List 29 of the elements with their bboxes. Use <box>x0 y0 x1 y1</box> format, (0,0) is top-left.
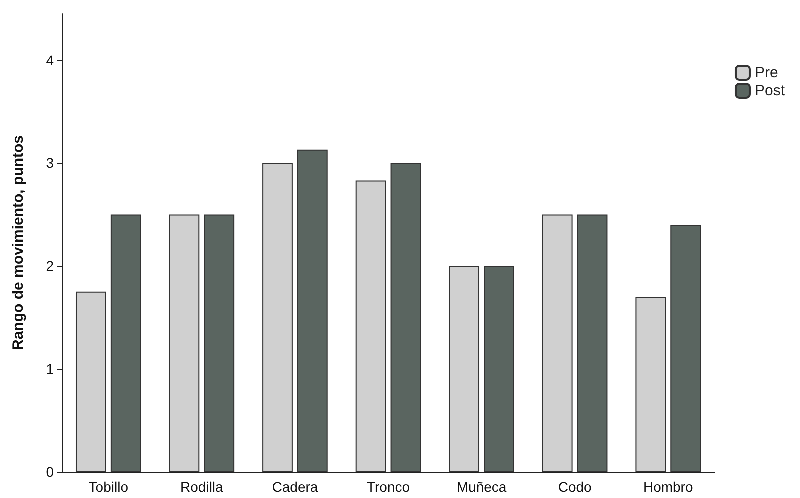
bar <box>297 150 328 472</box>
legend-label: Post <box>754 82 786 100</box>
x-tick-label: Codo <box>558 479 592 495</box>
bar <box>169 214 200 472</box>
x-tick-label: Rodilla <box>180 479 224 495</box>
bar <box>577 214 608 472</box>
y-tick-label: 1 <box>46 361 54 378</box>
x-tick-label: Tronco <box>366 479 410 495</box>
bar <box>76 292 106 472</box>
bar <box>204 214 235 472</box>
bar <box>449 266 480 472</box>
bar <box>262 163 293 472</box>
legend-label: Pre <box>754 64 778 82</box>
bar <box>484 266 514 472</box>
y-tick-label: 4 <box>46 52 54 68</box>
y-axis-title: Rango de movimiento, puntos <box>10 135 27 351</box>
bar <box>356 180 386 472</box>
y-tick-label: 2 <box>46 258 54 274</box>
bar <box>542 214 573 472</box>
x-tick-label: Tobillo <box>88 479 129 495</box>
bar <box>110 214 142 472</box>
x-tick-label: Cadera <box>272 479 318 495</box>
x-tick-label: Hombro <box>643 479 694 495</box>
x-tick-label: Muñeca <box>456 479 507 495</box>
y-tick-label: 0 <box>46 464 54 480</box>
bar <box>670 224 702 472</box>
y-tick-label: 3 <box>46 155 54 172</box>
bar <box>636 297 666 472</box>
bar <box>390 163 422 472</box>
